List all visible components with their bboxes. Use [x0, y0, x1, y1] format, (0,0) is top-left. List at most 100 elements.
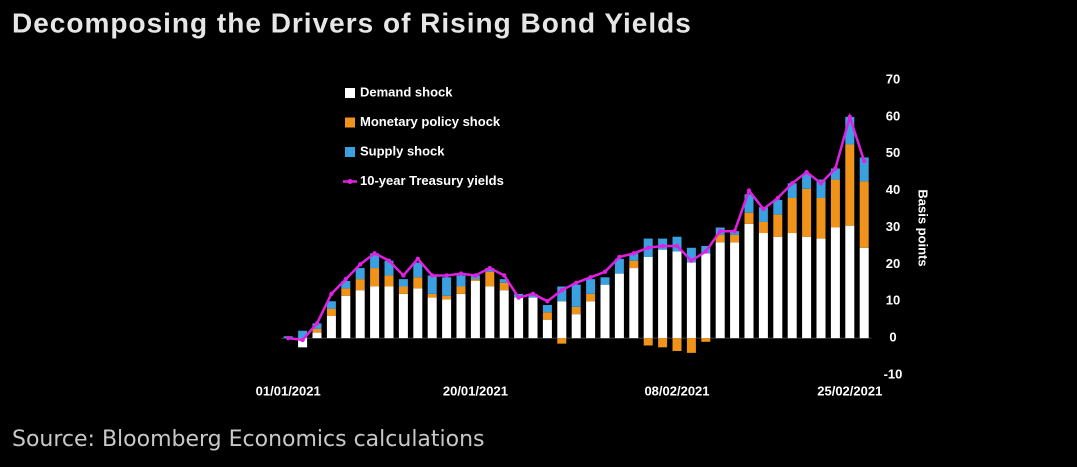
line-point [847, 114, 852, 120]
line-point [415, 256, 420, 262]
line-point [530, 291, 536, 297]
line-point [631, 251, 636, 256]
bar-segment [571, 314, 581, 339]
bar-segment [816, 179, 826, 198]
bar-segment [456, 275, 466, 287]
line-point [358, 262, 363, 267]
bar-segment [298, 338, 308, 348]
legend-swatch [345, 88, 355, 98]
bar-segment [744, 212, 754, 224]
bar-segment [701, 253, 711, 339]
bar-segment [845, 144, 855, 226]
bar-segment [658, 249, 668, 339]
bar-segment [470, 280, 480, 339]
bar-segment [629, 268, 639, 339]
x-tick-label: 25/02/2021 [817, 383, 882, 398]
line-point [444, 273, 449, 278]
bar-segment [629, 260, 639, 269]
bar-segment [355, 279, 365, 291]
bar-segment [485, 271, 495, 287]
line-point [386, 258, 392, 263]
bar-segment [542, 312, 552, 320]
line-point [790, 181, 795, 186]
y-axis-label: Basis points [916, 189, 931, 266]
bar-segment [355, 290, 365, 339]
bar-segment [773, 236, 783, 339]
line-point [862, 158, 867, 164]
bar-segment [398, 279, 408, 287]
bar-segment [571, 284, 581, 307]
bar-segment [586, 301, 596, 339]
bar-segment [413, 288, 423, 339]
line-point [804, 169, 809, 175]
line-point [718, 228, 723, 234]
line-point [314, 321, 320, 326]
bar-segment [398, 286, 408, 294]
line-point [487, 265, 492, 271]
bar-segment [773, 214, 783, 237]
bar-segment [413, 262, 423, 278]
legend-label: 10-year Treasury yields [360, 173, 504, 188]
bar-segment [643, 257, 653, 339]
bar-segment [614, 273, 624, 339]
bar-segment [600, 277, 610, 285]
bar-segment [384, 286, 394, 339]
line-point [646, 245, 651, 250]
bar-segment [312, 328, 322, 333]
x-tick-label: 08/02/2021 [644, 383, 709, 398]
bar-segment [629, 253, 639, 261]
line-point [833, 166, 838, 171]
bar-segment [715, 234, 725, 243]
bar-segment [499, 282, 509, 291]
bar-segment [715, 242, 725, 339]
bar-segment [514, 297, 524, 339]
bar-segment [355, 268, 365, 280]
bar-segment [802, 236, 812, 339]
y-tick-label: 40 [886, 182, 900, 197]
bar-segment [686, 338, 696, 353]
y-tick-label: 50 [886, 145, 900, 160]
bar-segment [787, 183, 797, 198]
line-point [732, 228, 737, 234]
line-point [473, 273, 478, 278]
bar-segment [557, 286, 567, 302]
bar-segment [312, 323, 322, 329]
bar-segment [586, 293, 596, 302]
line-point [458, 271, 464, 276]
line-point [343, 276, 348, 282]
bar-segment [643, 338, 653, 346]
bar-segment [859, 247, 869, 339]
bar-segment [427, 297, 437, 339]
y-tick-label: 0 [889, 330, 896, 345]
bar-segment [816, 238, 826, 339]
y-tick-label: 20 [886, 256, 900, 271]
bar-segment [845, 225, 855, 339]
line-point [660, 243, 665, 249]
bar-segment [830, 227, 840, 339]
line-point [703, 249, 708, 254]
line-point [761, 206, 766, 212]
bar-segment [442, 299, 452, 339]
legend-swatch [345, 117, 355, 128]
bar-segment [845, 116, 855, 145]
bar-segment [686, 247, 696, 263]
line-point [818, 181, 824, 186]
bar-segment [830, 168, 840, 180]
line-point [588, 275, 593, 280]
bar-segment [398, 293, 408, 339]
line-point [674, 243, 680, 249]
bar-segment [701, 338, 711, 342]
bar-segment [686, 262, 696, 339]
bar-segment [600, 284, 610, 339]
line-point [559, 287, 564, 293]
bar-segment [816, 198, 826, 239]
bar-segment [658, 338, 668, 348]
bar-segment [499, 290, 509, 339]
bar-segment [571, 306, 581, 315]
bar-segment [442, 295, 452, 300]
bar-segment [528, 297, 538, 339]
line-point [300, 337, 305, 343]
bar-segment [830, 179, 840, 228]
y-tick-label: -10 [884, 366, 903, 381]
